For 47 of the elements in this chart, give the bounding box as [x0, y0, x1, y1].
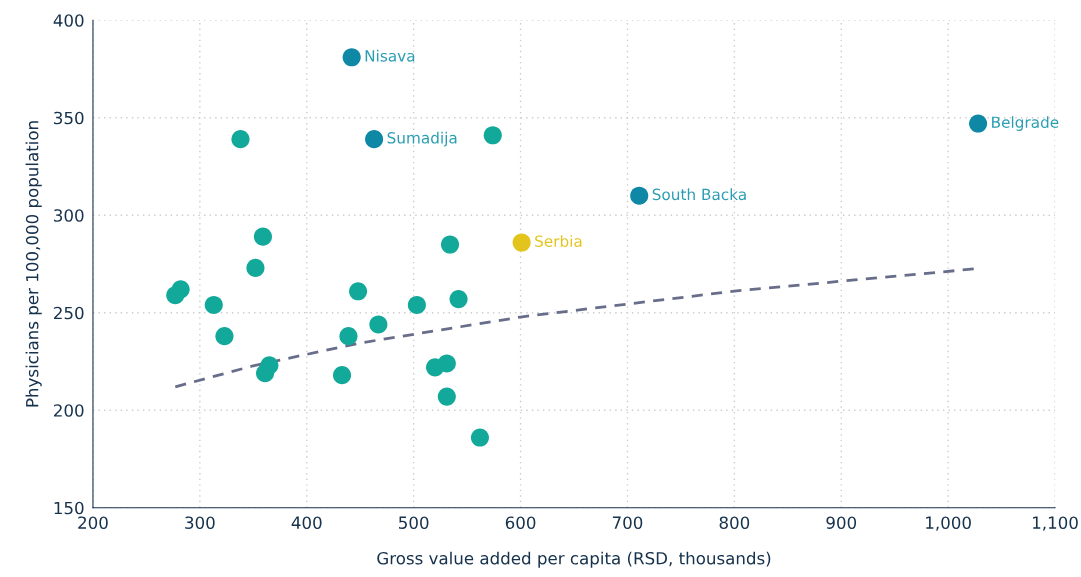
- point: [969, 114, 988, 133]
- point: [407, 295, 426, 314]
- y-tick-label: 300: [54, 209, 84, 222]
- y-axis-title: Physicians per 100,000 population: [25, 121, 42, 407]
- x-tick-label: 400: [291, 516, 322, 529]
- point: [342, 48, 361, 67]
- x-tick-label: 300: [185, 516, 215, 529]
- point: [437, 354, 456, 373]
- point: [365, 130, 384, 149]
- x-tick-label: 200: [78, 516, 108, 529]
- y-tick-label: 400: [53, 14, 84, 27]
- point: [470, 428, 489, 447]
- y-tick-label: 350: [54, 111, 84, 125]
- point: [483, 126, 502, 145]
- point: [349, 282, 368, 301]
- point: [253, 227, 272, 246]
- point: [339, 327, 358, 346]
- point: [256, 364, 275, 383]
- series-label: Nisava: [365, 49, 415, 62]
- point: [332, 366, 352, 385]
- x-tick-label: 800: [719, 516, 750, 529]
- series-label: Belgrade: [992, 116, 1059, 131]
- point: [166, 286, 185, 305]
- x-tick-label: 600: [505, 516, 536, 529]
- x-tick-label: 900: [826, 516, 857, 529]
- point: [246, 258, 265, 277]
- y-tick-label: 200: [54, 404, 84, 417]
- point: [204, 295, 223, 314]
- x-axis-title: Gross value added per capita (RSD, thousands): [377, 551, 771, 568]
- point: [215, 327, 234, 346]
- y-tick-label: 250: [54, 306, 84, 320]
- point: [231, 130, 250, 149]
- x-tick-label: 1,100: [1033, 516, 1078, 531]
- series-label: South Backa: [652, 188, 746, 201]
- point: [512, 233, 531, 252]
- series-label: Sumadija: [387, 131, 457, 147]
- x-tick-label: 500: [399, 516, 429, 529]
- point: [437, 387, 456, 406]
- y-tick-label: 150: [54, 501, 84, 515]
- point: [449, 290, 468, 309]
- point: [369, 315, 388, 334]
- x-tick-label: 700: [612, 516, 643, 529]
- line-series: [173, 267, 977, 389]
- series-label: Serbia: [535, 235, 582, 247]
- point: [440, 235, 460, 254]
- point: [630, 186, 649, 205]
- x-tick-label: 1,000: [926, 516, 971, 531]
